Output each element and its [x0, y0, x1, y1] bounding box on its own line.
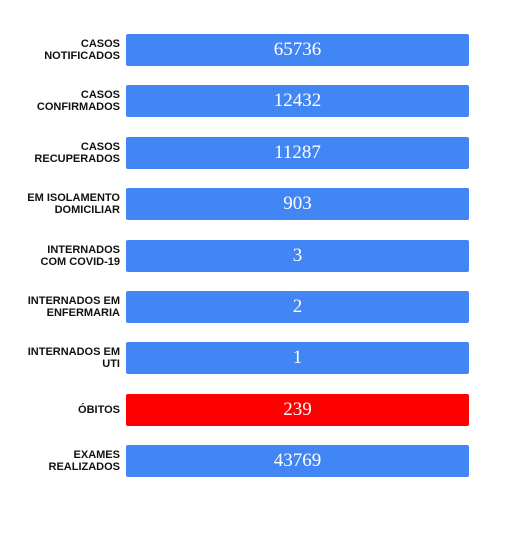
label-line: CASOS	[80, 140, 120, 153]
stat-value: 11287	[126, 136, 469, 169]
stat-label: CASOS NOTIFICADOS	[44, 34, 120, 66]
stat-value: 65736	[126, 34, 469, 66]
stat-label: ÓBITOS	[78, 394, 120, 426]
stat-label: INTERNADOS COM COVID-19	[41, 240, 120, 272]
label-line: COM COVID-19	[40, 255, 120, 268]
label-line: NOTIFICADOS	[44, 50, 120, 62]
stat-row: EM ISOLAMENTO DOMICILIAR 903	[0, 188, 508, 221]
label-line: INTERNADOS EM	[27, 295, 120, 307]
label-line: EM ISOLAMENTO	[27, 192, 120, 205]
stat-label: EXAMES REALIZADOS	[49, 445, 121, 477]
stat-row: CASOS NOTIFICADOS 65736	[0, 34, 508, 66]
label-line: RECUPERADOS	[34, 152, 120, 165]
stat-row: INTERNADOS EM ENFERMARIA 2	[0, 291, 508, 323]
label-line: UTI	[102, 358, 120, 371]
stat-label: INTERNADOS EM UTI	[28, 342, 120, 374]
stat-row: EXAMES REALIZADOS 43769	[0, 445, 508, 478]
stat-row: CASOS CONFIRMADOS 12432	[0, 85, 508, 118]
stat-row: CASOS RECUPERADOS 11287	[0, 136, 508, 169]
label-line: CASOS	[80, 89, 120, 102]
label-line: CASOS	[80, 38, 120, 50]
label-line: CONFIRMADOS	[36, 101, 120, 114]
stat-value: 12432	[126, 85, 469, 118]
stat-label: INTERNADOS EM ENFERMARIA	[28, 291, 120, 323]
stat-value: 1	[126, 342, 469, 375]
label-line: EXAMES	[73, 449, 120, 462]
label-line: ENFERMARIA	[46, 307, 120, 319]
stat-value: 903	[126, 188, 469, 221]
label-line: INTERNADOS EM	[27, 346, 120, 359]
stat-row: INTERNADOS COM COVID-19 3	[0, 239, 508, 272]
stat-value: 43769	[126, 445, 469, 478]
label-line: INTERNADOS	[47, 243, 120, 256]
stat-row: INTERNADOS EM UTI 1	[0, 342, 508, 375]
label-line: REALIZADOS	[48, 461, 121, 474]
stat-label: EM ISOLAMENTO DOMICILIAR	[27, 188, 120, 220]
stat-row: ÓBITOS 239	[0, 393, 508, 426]
stat-label: CASOS CONFIRMADOS	[37, 85, 120, 117]
stat-label: CASOS RECUPERADOS	[34, 137, 120, 169]
label-line: ÓBITOS	[78, 403, 120, 416]
stat-value: 3	[126, 239, 469, 272]
stat-value: 2	[126, 291, 469, 323]
stat-value: 239	[126, 393, 469, 426]
label-line: DOMICILIAR	[54, 204, 120, 217]
